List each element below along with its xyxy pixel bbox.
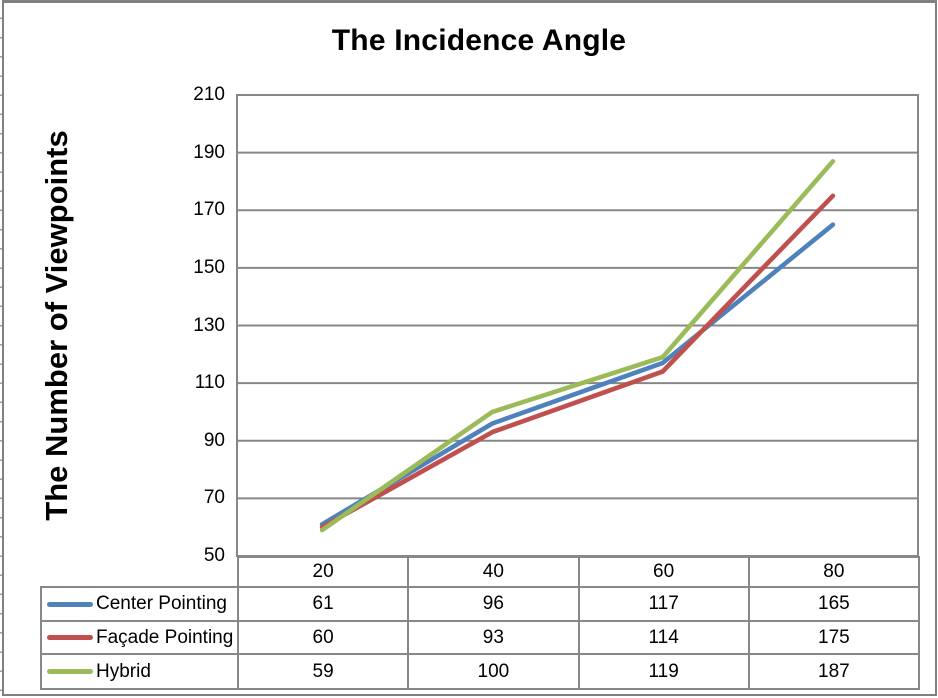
value-cell: 114 (577, 620, 750, 655)
series-line-hybrid (319, 159, 836, 533)
category-header-cell: 20 (236, 556, 410, 588)
y-tick-label: 50 (203, 545, 225, 566)
value-cell: 96 (407, 586, 580, 622)
value-cell: 165 (747, 586, 921, 622)
data-table: 20 40 60 80 Center Pointing 61 96 117 165 Façade … (40, 556, 921, 690)
value-cell: 100 (407, 653, 580, 690)
value-cell: 60 (236, 620, 410, 655)
series-line-center-pointing (319, 222, 836, 527)
value-cell: 187 (747, 653, 921, 690)
legend-line-swatch (47, 635, 93, 640)
value-cell: 61 (236, 586, 410, 622)
plot-border (236, 94, 919, 557)
legend-series-label: Hybrid (96, 660, 151, 682)
y-tick-label: 70 (203, 487, 225, 509)
table-row: Center Pointing 61 96 117 165 (40, 586, 921, 622)
legend-cell: Façade Pointing (40, 620, 239, 655)
category-header-cell: 80 (747, 556, 921, 588)
legend-cell: Center Pointing (40, 586, 239, 622)
y-tick-label: 90 (203, 429, 225, 451)
chart-title: The Incidence Angle (331, 24, 627, 57)
value-cell: 59 (236, 653, 410, 690)
y-tick-label: 210 (193, 84, 225, 105)
table-row: Façade Pointing 60 93 114 175 (40, 620, 921, 655)
y-tick-label: 150 (193, 256, 225, 278)
table-row: Hybrid 59 100 119 187 (40, 653, 921, 690)
y-tick-label: 170 (193, 199, 225, 221)
spreadsheet-row-gridline-stubs (0, 0, 3, 698)
category-header-cell: 40 (407, 556, 580, 588)
value-cell: 175 (747, 620, 921, 655)
table-corner-blank (41, 557, 238, 587)
legend-series-label: Façade Pointing (96, 626, 234, 648)
value-cell: 93 (407, 620, 580, 655)
category-header-cell: 60 (577, 556, 750, 588)
value-cell: 117 (577, 586, 750, 622)
value-cell: 119 (577, 653, 750, 690)
y-tick-label: 110 (194, 372, 225, 394)
legend-series-label: Center Pointing (96, 593, 227, 614)
legend-line-swatch (47, 601, 93, 607)
y-tick-label: 190 (193, 141, 225, 163)
legend-cell: Hybrid (40, 653, 239, 690)
y-tick-label: 130 (193, 314, 225, 336)
series-line-fa-ade-pointing (319, 193, 836, 530)
legend-line-swatch (47, 669, 93, 674)
